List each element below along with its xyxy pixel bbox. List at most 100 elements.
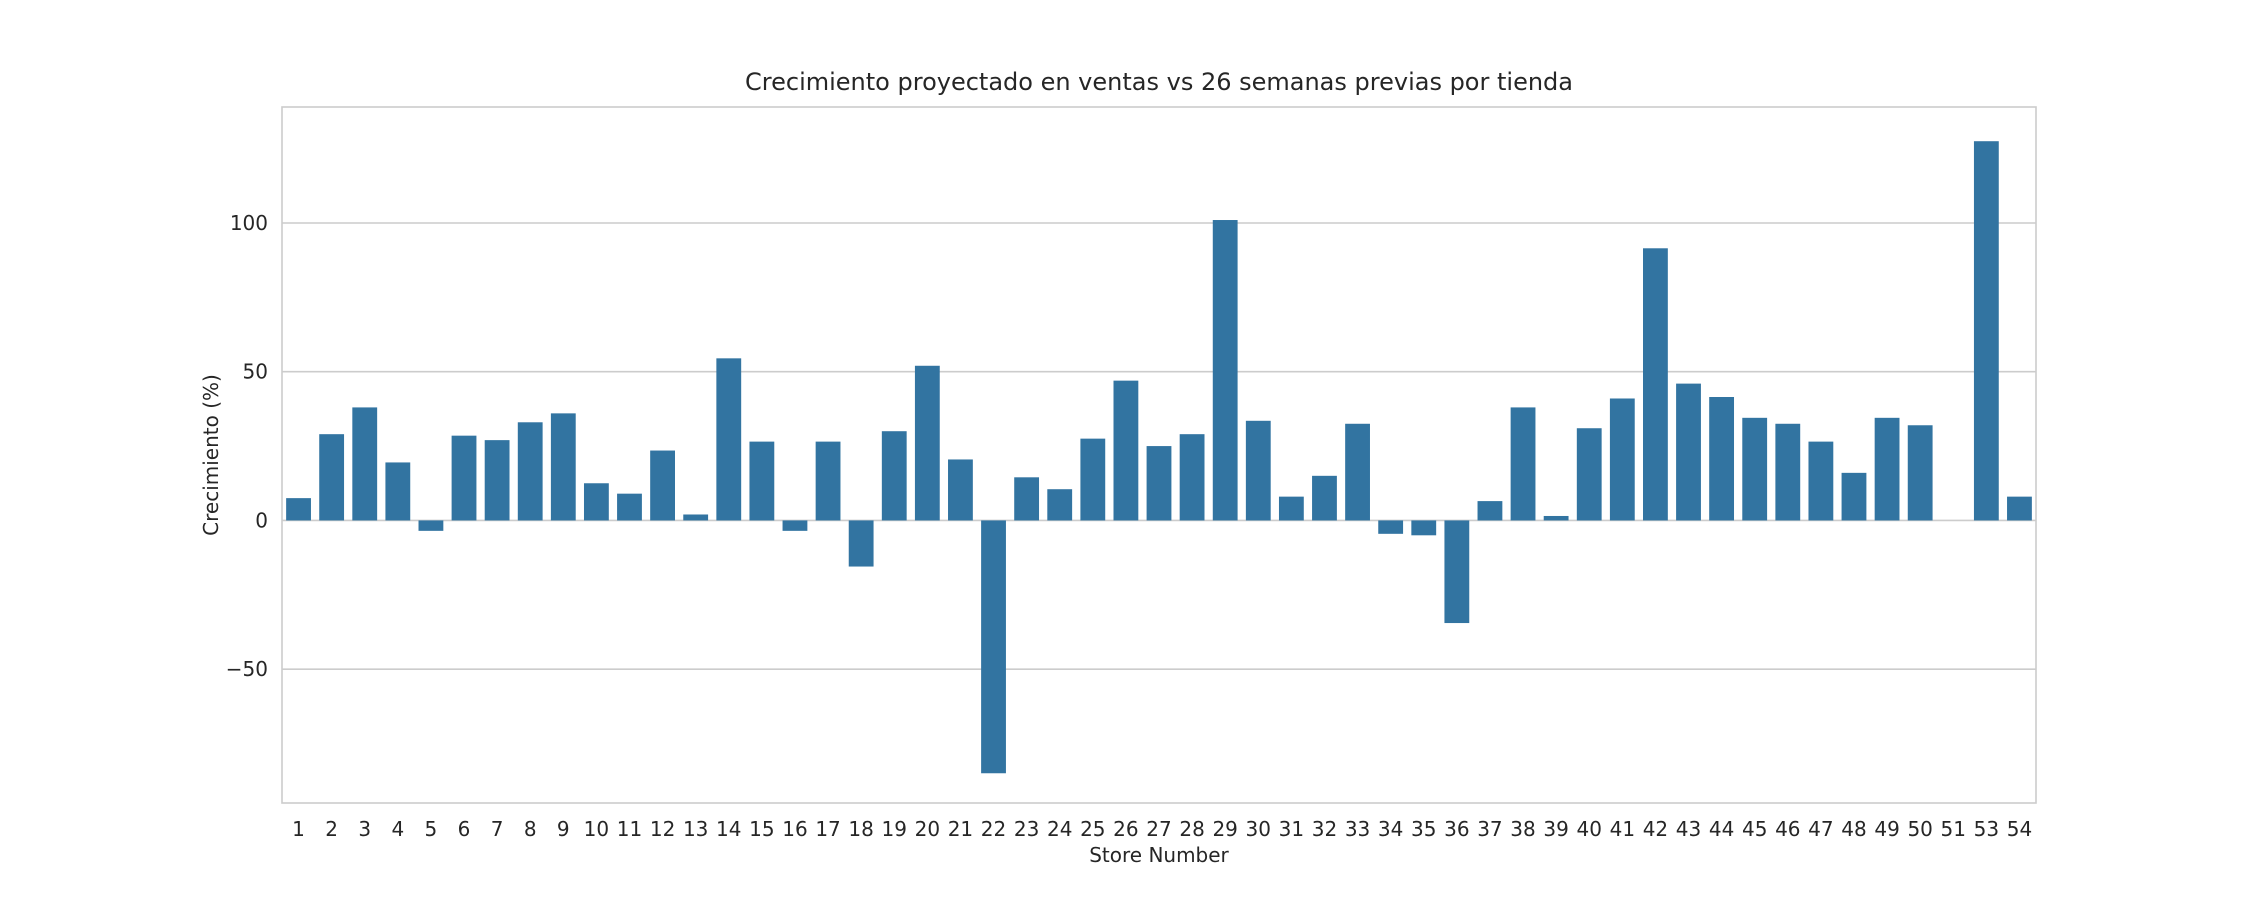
bar-store-17 [815, 441, 841, 521]
x-tick-label: 34 [1378, 817, 1403, 841]
bar-store-33 [1345, 423, 1370, 521]
x-tick-label: 39 [1543, 817, 1568, 841]
x-tick-label: 11 [617, 817, 642, 841]
bar-store-50 [1907, 425, 1933, 521]
bar-store-42 [1643, 248, 1668, 521]
bar-store-6 [451, 435, 477, 521]
bar-store-46 [1775, 423, 1801, 521]
x-tick-label: 49 [1874, 817, 1899, 841]
bar-store-4 [385, 462, 411, 521]
x-tick-label: 54 [2007, 817, 2032, 841]
bar-store-47 [1808, 441, 1834, 521]
bar-store-23 [1014, 477, 1040, 521]
bar-store-22 [981, 520, 1006, 774]
bar-store-9 [550, 413, 576, 521]
bar-store-53 [1973, 141, 1999, 521]
bar-store-54 [2007, 496, 2032, 521]
x-tick-label: 10 [584, 817, 609, 841]
x-tick-label: 14 [716, 817, 741, 841]
bar-store-3 [352, 407, 378, 521]
bar-store-26 [1113, 380, 1139, 521]
bar-store-31 [1278, 496, 1304, 521]
x-tick-label: 50 [1907, 817, 1932, 841]
x-tick-label: 5 [425, 817, 438, 841]
x-tick-label: 17 [815, 817, 840, 841]
x-tick-label: 8 [524, 817, 537, 841]
x-ticks: 1 2 3 4 5 6 7 8 9 10 11 12 13 14 15 16 17 18 19 20 21 22 23 24 2… [292, 817, 2032, 841]
x-tick-label: 46 [1775, 817, 1800, 841]
x-tick-label: 45 [1742, 817, 1767, 841]
x-tick-label: 23 [1014, 817, 1039, 841]
y-tick-label: 100 [230, 211, 268, 235]
x-tick-label: 40 [1576, 817, 1601, 841]
x-tick-label: 30 [1246, 817, 1271, 841]
x-tick-label: 48 [1841, 817, 1866, 841]
bar-store-8 [517, 422, 543, 521]
bar-store-38 [1510, 407, 1536, 521]
x-tick-label: 15 [749, 817, 774, 841]
bar-store-40 [1576, 428, 1602, 521]
y-tick-label: 0 [255, 508, 268, 532]
bar-store-28 [1179, 434, 1205, 521]
x-tick-label: 24 [1047, 817, 1072, 841]
x-axis-label: Store Number [1089, 843, 1229, 867]
x-tick-label: 44 [1709, 817, 1734, 841]
bar-store-34 [1378, 520, 1404, 534]
bar-store-48 [1841, 472, 1867, 521]
bar-store-39 [1543, 515, 1569, 521]
x-tick-label: 9 [557, 817, 570, 841]
x-tick-label: 6 [458, 817, 471, 841]
bar-store-32 [1312, 475, 1337, 521]
x-tick-label: 29 [1212, 817, 1237, 841]
x-tick-label: 25 [1080, 817, 1105, 841]
x-tick-label: 28 [1179, 817, 1204, 841]
bar-store-25 [1080, 438, 1106, 521]
x-tick-label: 16 [782, 817, 807, 841]
x-tick-label: 51 [1941, 817, 1966, 841]
bar-store-44 [1709, 397, 1735, 521]
y-axis-label: Crecimiento (%) [199, 374, 223, 536]
bar-store-13 [683, 514, 709, 521]
bar-store-12 [650, 450, 675, 521]
x-tick-label: 2 [325, 817, 338, 841]
bar-store-15 [749, 441, 775, 521]
bar-store-30 [1245, 420, 1271, 521]
bar-store-18 [848, 520, 874, 567]
bar-store-21 [948, 459, 973, 521]
x-tick-label: 21 [948, 817, 973, 841]
x-tick-label: 38 [1510, 817, 1535, 841]
x-tick-label: 13 [683, 817, 708, 841]
x-tick-label: 47 [1808, 817, 1833, 841]
bar-store-41 [1609, 398, 1635, 521]
bar-store-5 [418, 520, 444, 531]
bar-store-24 [1047, 489, 1073, 521]
y-tick-label: −50 [226, 657, 268, 681]
bar-store-14 [716, 358, 742, 521]
bar-store-19 [881, 431, 907, 521]
x-tick-label: 53 [1974, 817, 1999, 841]
x-tick-label: 41 [1610, 817, 1635, 841]
plot-frame [281, 106, 2037, 804]
x-tick-label: 22 [981, 817, 1006, 841]
x-tick-label: 19 [882, 817, 907, 841]
x-tick-label: 32 [1312, 817, 1337, 841]
bar-store-35 [1411, 520, 1437, 536]
bar-store-16 [782, 520, 808, 531]
bar-store-7 [484, 440, 510, 521]
chart-title: Crecimiento proyectado en ventas vs 26 s… [745, 68, 1573, 96]
x-tick-label: 7 [491, 817, 504, 841]
x-tick-label: 18 [848, 817, 873, 841]
bar-store-1 [286, 498, 311, 521]
y-ticks: −50 0 50 100 [226, 211, 268, 681]
x-tick-label: 20 [915, 817, 940, 841]
bar-store-45 [1742, 417, 1768, 521]
x-tick-label: 27 [1146, 817, 1171, 841]
bar-store-49 [1874, 417, 1900, 521]
x-tick-label: 43 [1676, 817, 1701, 841]
x-tick-label: 3 [358, 817, 371, 841]
x-tick-label: 31 [1279, 817, 1304, 841]
bar-store-10 [583, 483, 609, 521]
x-tick-label: 1 [292, 817, 305, 841]
bar-store-43 [1676, 383, 1701, 521]
